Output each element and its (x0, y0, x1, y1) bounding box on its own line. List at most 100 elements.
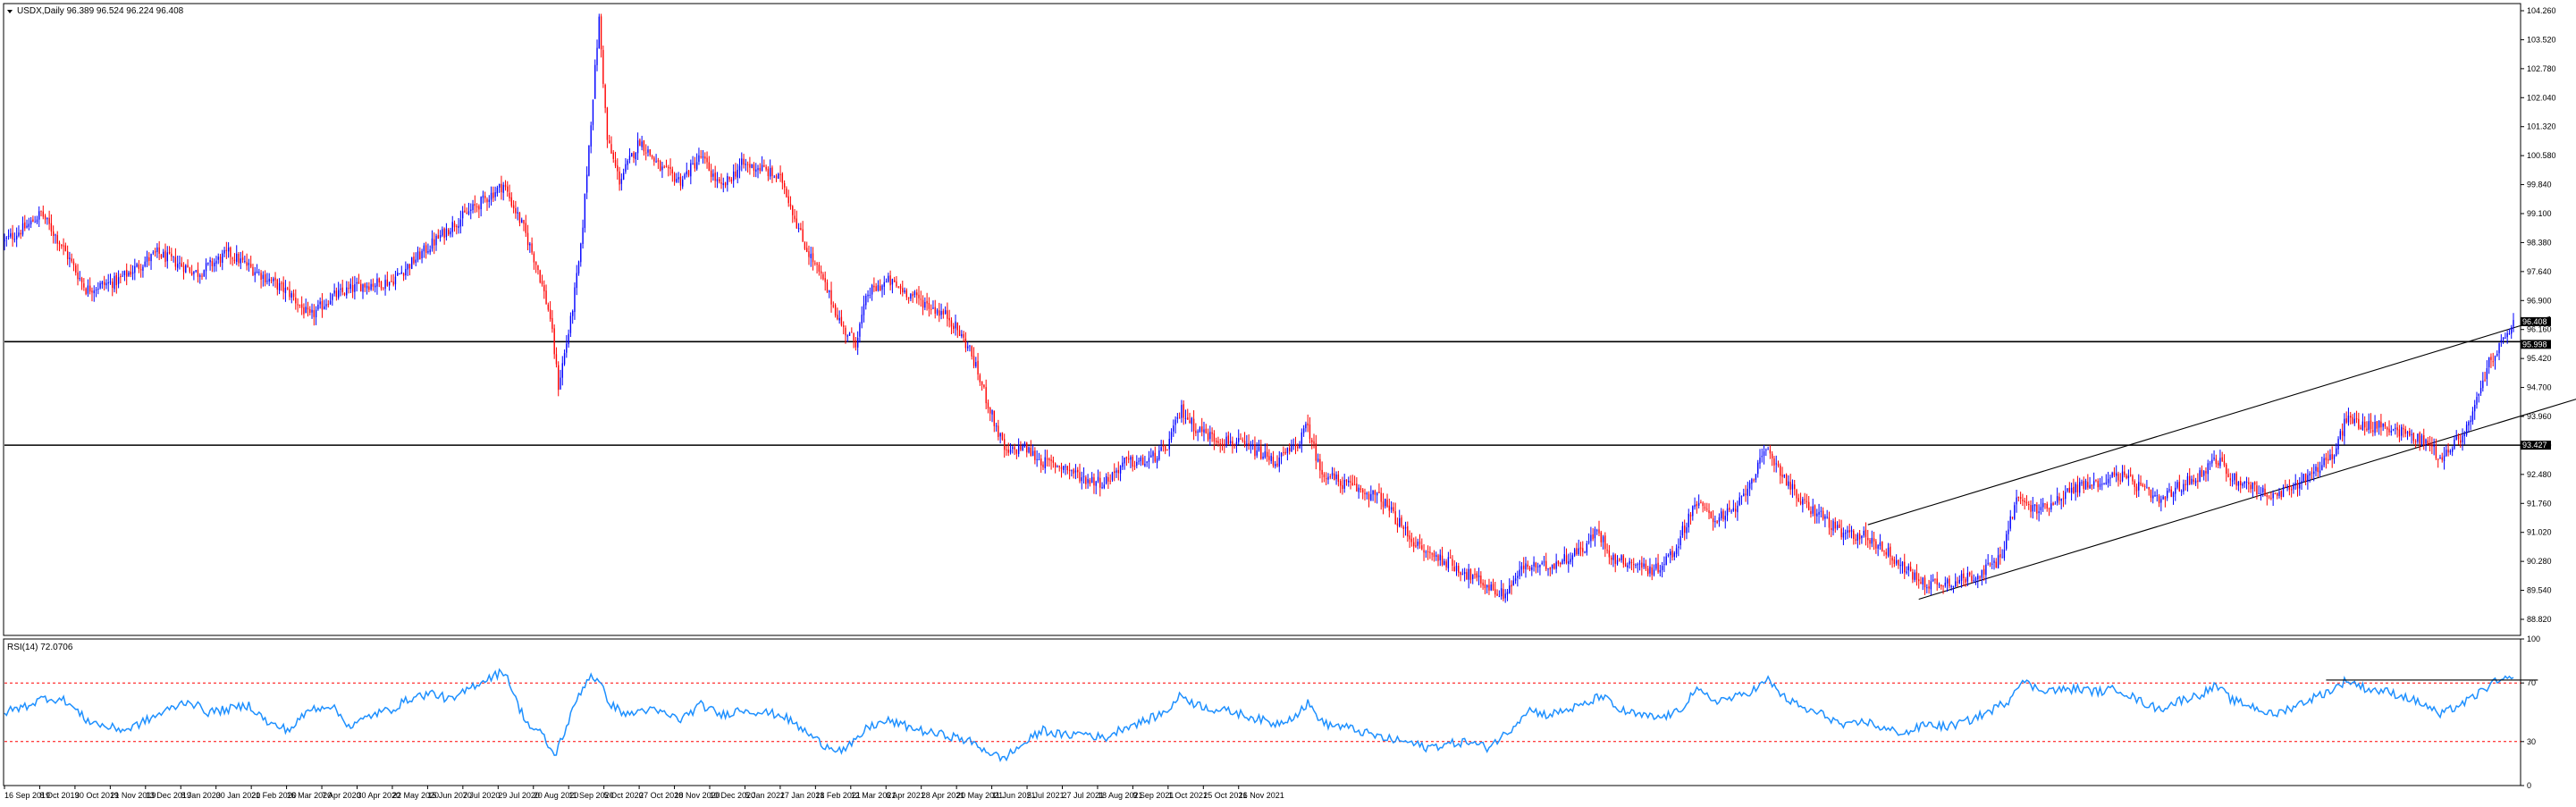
candle-body (669, 166, 671, 170)
candle-body (614, 160, 617, 166)
candle-body (1578, 548, 1579, 555)
candle-body (1920, 582, 1922, 584)
candle-body (625, 164, 627, 172)
candle-body (563, 353, 566, 365)
candle-body (139, 269, 142, 271)
candle-body (448, 229, 450, 235)
candle-body (2331, 453, 2333, 459)
candle-body (873, 285, 875, 288)
candle-body (168, 251, 171, 254)
candle-body (541, 281, 543, 284)
candle-body (2143, 485, 2146, 487)
candle-body (1020, 446, 1022, 450)
candle-body (115, 274, 117, 286)
candle-body (1606, 550, 1608, 551)
candle-body (366, 285, 368, 289)
candle-body (2498, 342, 2500, 354)
candle-body (1753, 479, 1755, 481)
candle-body (1272, 457, 1275, 466)
candle-body (1409, 535, 1410, 540)
candle-body (1934, 579, 1936, 581)
candle-body (1162, 446, 1165, 448)
candle-body (1133, 466, 1136, 467)
candle-body (1547, 568, 1549, 570)
candle-body (24, 222, 26, 229)
candle-body (225, 249, 228, 251)
candle-body (732, 171, 735, 181)
candle-body (854, 340, 857, 348)
candle-body (628, 156, 631, 160)
candle-body (636, 140, 639, 154)
price-tick-label: 92.480 (2527, 470, 2552, 479)
candle-body (388, 282, 391, 286)
candle-body (1904, 561, 1906, 573)
candle-body (1549, 567, 1551, 570)
symbol-header: USDX,Daily 96.389 96.524 96.224 96.408 (17, 6, 184, 16)
candle-body (1380, 492, 1382, 502)
candle-body (1724, 516, 1726, 520)
candle-body (2044, 503, 2046, 505)
support-resistance-lines (4, 340, 2521, 446)
candle-body (2060, 499, 2062, 501)
candle-body (2001, 557, 2003, 559)
candle-body (195, 270, 197, 272)
candle-body (2056, 496, 2058, 503)
candle-body (1498, 596, 1501, 598)
candle-body (2234, 473, 2235, 481)
candle-body (2253, 482, 2256, 485)
rsi-header: RSI(14) 72.0706 (7, 643, 73, 652)
candle-body (1292, 444, 1294, 446)
candle-body (2333, 455, 2336, 459)
candle-body (1036, 458, 1038, 460)
candle-body (708, 162, 711, 172)
candle-body (2117, 474, 2119, 481)
candle-body (1063, 466, 1065, 470)
candle-body (299, 304, 301, 306)
candle-body (419, 251, 421, 260)
candle-body (1046, 458, 1048, 460)
candle-body (753, 164, 755, 172)
candle-body (1388, 505, 1391, 511)
candle-body (1192, 418, 1195, 432)
candle-body (72, 261, 75, 265)
candle-body (2189, 475, 2191, 484)
candle-body (476, 206, 478, 208)
candle-body (1291, 445, 1292, 452)
candle-body (437, 235, 439, 240)
date-tick-label: 12 Mar 2021 (851, 791, 897, 800)
candle-body (958, 330, 961, 336)
candle-body (1993, 560, 1995, 563)
candle-body (604, 84, 606, 108)
candle-body (207, 263, 209, 265)
candle-body (1745, 493, 1747, 495)
candle-body (948, 317, 950, 321)
candle-body (2089, 484, 2091, 489)
candle-body (1991, 563, 1993, 565)
candle-body (2270, 498, 2272, 500)
candle-body (1130, 457, 1132, 460)
price-marker-badge (2521, 340, 2551, 349)
candle-body (1066, 466, 1069, 471)
candle-body (580, 243, 582, 263)
candle-body (856, 337, 859, 348)
candle-body (484, 196, 486, 198)
candle-body (1853, 530, 1855, 539)
candle-body (657, 160, 660, 162)
candle-body (1643, 563, 1645, 567)
candle-body (1170, 432, 1173, 441)
candle-body (859, 324, 861, 337)
candle-body (2033, 504, 2036, 507)
candle-body (467, 211, 470, 214)
candle-body (1663, 564, 1665, 566)
candle-body (590, 125, 592, 147)
candle-body (40, 210, 42, 212)
candle-body (818, 265, 821, 272)
collapse-triangle-icon[interactable] (7, 10, 13, 13)
candle-body (1926, 587, 1928, 589)
candlestick-series (4, 13, 2514, 603)
candle-body (1087, 479, 1089, 483)
rsi-levels (4, 682, 2521, 743)
candle-body (1404, 527, 1407, 529)
price-tick-label: 103.520 (2527, 35, 2556, 44)
candle-body (1301, 432, 1303, 444)
